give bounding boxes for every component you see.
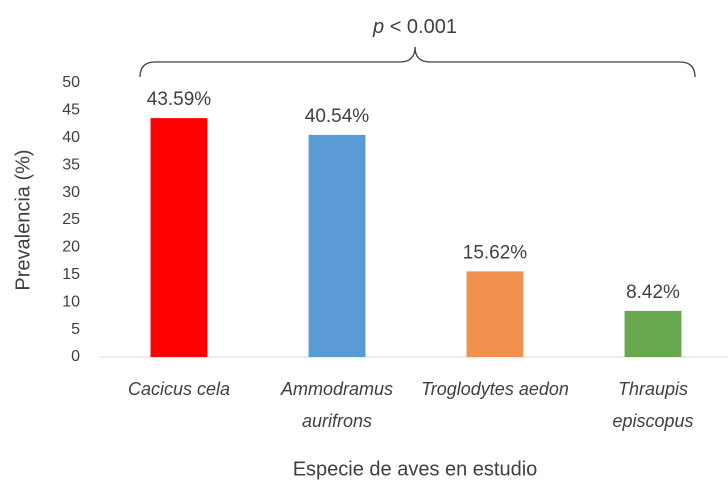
y-tick-label: 35 (62, 156, 80, 173)
x-tick-label-line: Thraupis (618, 379, 688, 399)
x-tick-label-line: aurifrons (302, 411, 372, 431)
value-label: 40.54% (305, 106, 370, 127)
value-label: 8.42% (626, 282, 680, 303)
annotation-variable: p (372, 16, 384, 38)
y-tick-label: 40 (62, 129, 80, 146)
bar (624, 310, 682, 357)
x-tick-label: Thraupis episcopus (612, 379, 693, 431)
y-tick-label: 25 (62, 211, 80, 228)
x-axis-label: Especie de aves en estudio (293, 458, 538, 480)
x-tick-label-line: episcopus (612, 411, 693, 431)
x-tick-label: Ammodramus aurifrons (280, 379, 393, 431)
annotation: p < 0.001 (372, 16, 457, 38)
brace (139, 46, 696, 78)
y-tick-label: 0 (71, 348, 80, 365)
value-label: 43.59% (147, 89, 212, 110)
y-tick-label: 5 (71, 321, 80, 338)
y-tick-label: 50 (62, 74, 80, 91)
bar (308, 134, 366, 357)
y-tick-label: 20 (62, 239, 80, 256)
bar (150, 118, 208, 357)
value-label: 15.62% (463, 242, 528, 263)
annotation-text: < 0.001 (390, 16, 457, 38)
y-tick-label: 45 (62, 102, 80, 119)
y-tick-label: 10 (62, 293, 80, 310)
x-tick-label: Troglodytes aedon (421, 379, 569, 399)
bar (466, 271, 524, 357)
x-tick-label: Cacicus cela (128, 379, 230, 399)
y-axis-label: Prevalencia (%) (12, 149, 34, 290)
x-tick-label-line: Ammodramus (280, 379, 393, 399)
y-tick-label: 15 (62, 266, 80, 283)
y-tick-label: 30 (62, 184, 80, 201)
